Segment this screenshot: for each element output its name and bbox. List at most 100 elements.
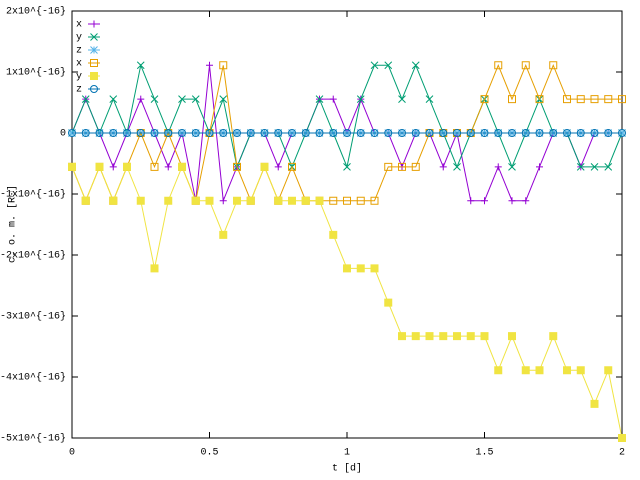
- legend-label: z: [76, 46, 82, 57]
- marker: [68, 162, 76, 171]
- marker: [618, 434, 626, 442]
- marker: [178, 129, 187, 137]
- marker: [274, 196, 283, 205]
- marker: [329, 129, 338, 137]
- marker: [68, 129, 77, 137]
- marker: [535, 95, 544, 104]
- marker: [233, 162, 241, 171]
- marker: [563, 366, 571, 375]
- marker: [521, 366, 530, 375]
- marker: [411, 129, 420, 137]
- marker: [95, 129, 104, 137]
- marker: [480, 332, 489, 341]
- marker: [494, 129, 503, 137]
- marker: [109, 95, 118, 103]
- marker: [329, 230, 338, 239]
- marker: [150, 162, 159, 171]
- marker: [480, 95, 489, 104]
- marker: [90, 72, 98, 80]
- marker: [233, 196, 241, 205]
- marker: [536, 163, 543, 171]
- y-tick-label: -1x10^{-16}: [0, 189, 66, 201]
- marker: [301, 196, 310, 205]
- y-tick-label: -4x10^{-16}: [0, 372, 66, 384]
- marker: [590, 129, 599, 137]
- marker: [563, 95, 571, 104]
- marker: [466, 332, 475, 341]
- marker: [191, 129, 200, 137]
- marker: [604, 366, 613, 375]
- marker: [563, 129, 572, 137]
- marker: [356, 129, 365, 137]
- marker: [425, 95, 434, 103]
- marker: [356, 95, 365, 103]
- marker: [370, 61, 379, 70]
- y-axis-label: c. o. m. [R☉]: [7, 185, 19, 263]
- marker: [439, 129, 448, 137]
- marker: [384, 61, 393, 70]
- marker: [90, 59, 98, 67]
- marker: [288, 129, 297, 137]
- marker: [508, 95, 516, 104]
- marker: [521, 129, 530, 137]
- marker: [123, 162, 131, 171]
- marker: [233, 129, 242, 137]
- marker: [191, 95, 200, 103]
- x-tick-label: 2: [619, 448, 625, 459]
- marker: [384, 129, 393, 137]
- marker: [246, 129, 255, 137]
- marker: [288, 162, 296, 171]
- marker: [425, 332, 434, 341]
- marker: [123, 129, 132, 137]
- marker: [356, 196, 365, 205]
- marker: [136, 196, 145, 205]
- marker: [136, 61, 145, 70]
- marker: [109, 129, 118, 137]
- legend-label: x: [76, 59, 82, 70]
- marker: [481, 197, 488, 205]
- y-tick-label: -5x10^{-16}: [0, 433, 66, 445]
- marker: [164, 163, 172, 171]
- marker: [549, 129, 558, 137]
- marker: [398, 162, 406, 171]
- marker: [618, 95, 626, 104]
- marker: [398, 332, 406, 341]
- marker: [260, 129, 269, 137]
- y-tick-label: -2x10^{-16}: [0, 250, 66, 262]
- marker: [576, 95, 585, 104]
- marker: [576, 129, 585, 137]
- marker: [136, 129, 145, 137]
- marker: [467, 197, 475, 205]
- marker: [356, 264, 365, 273]
- marker: [508, 332, 516, 341]
- marker: [219, 197, 227, 205]
- marker: [343, 129, 352, 137]
- y-tick-label: 1x10^{-16}: [6, 67, 66, 79]
- legend-label: x: [76, 20, 82, 31]
- marker: [618, 129, 627, 137]
- marker: [549, 61, 558, 70]
- marker: [315, 95, 324, 103]
- legend-label: y: [76, 33, 82, 44]
- marker: [178, 95, 186, 103]
- marker: [81, 95, 90, 103]
- marker: [494, 61, 503, 70]
- marker: [604, 163, 613, 171]
- marker: [246, 196, 255, 205]
- marker: [604, 95, 613, 104]
- marker: [590, 163, 599, 171]
- marker: [425, 129, 434, 137]
- marker: [508, 163, 516, 171]
- marker: [288, 196, 296, 205]
- marker: [206, 61, 213, 69]
- marker: [508, 129, 517, 137]
- marker: [343, 264, 351, 273]
- x-tick-label: 1: [344, 448, 350, 459]
- marker: [439, 332, 448, 341]
- y-tick-label: -3x10^{-16}: [0, 311, 66, 323]
- x-tick-label: 1.5: [475, 448, 493, 459]
- marker: [205, 129, 214, 137]
- marker: [370, 196, 379, 205]
- marker: [150, 129, 159, 137]
